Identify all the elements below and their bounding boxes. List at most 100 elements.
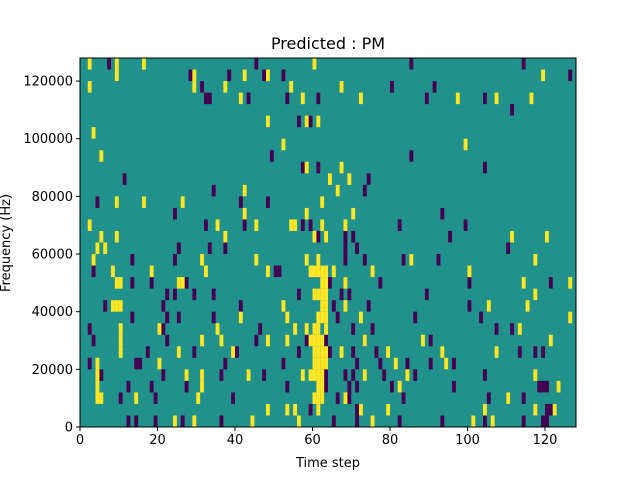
heatmap-cell-high <box>320 196 325 208</box>
heatmap-cell-high <box>521 277 526 289</box>
heatmap-cell-high <box>343 219 348 231</box>
heatmap-cell-high <box>118 277 123 289</box>
heatmap-cell-low <box>153 392 158 404</box>
heatmap-cell-high <box>293 219 298 231</box>
heatmap-cell-low <box>355 357 360 370</box>
heatmap-cell-high <box>293 403 298 416</box>
heatmap-cell-low <box>362 254 367 266</box>
heatmap-cell-high <box>316 403 321 416</box>
heatmap-cell-low <box>180 415 185 427</box>
heatmap-cell-low <box>173 254 177 266</box>
heatmap-cell-high <box>173 415 177 427</box>
heatmap-cell-high <box>157 357 162 370</box>
x-tick-label: 20 <box>149 433 166 448</box>
heatmap-cell-low <box>362 184 367 197</box>
heatmap-cell-low <box>347 392 352 404</box>
heatmap-cell-high <box>320 265 325 278</box>
heatmap-cell-low <box>235 346 239 358</box>
heatmap-cell-high <box>320 380 325 393</box>
heatmap-cell-high <box>95 242 100 255</box>
heatmap-cell-high <box>386 346 391 358</box>
heatmap-cell-high <box>114 230 119 243</box>
heatmap-cell-high <box>87 81 92 93</box>
heatmap-cell-low <box>568 69 573 82</box>
heatmap-cell-high <box>370 265 375 278</box>
heatmap-cell-low <box>324 369 329 381</box>
heatmap-cell-high <box>359 311 363 324</box>
heatmap-cell-high <box>494 92 499 105</box>
heatmap-cell-high <box>304 161 309 174</box>
heatmap-cell-high <box>114 58 119 70</box>
heatmap-cell-high <box>312 357 317 370</box>
heatmap-cell-high <box>266 115 270 128</box>
heatmap-cell-high <box>343 300 348 312</box>
heatmap-cell-low <box>483 161 487 174</box>
heatmap-cell-high <box>506 392 511 404</box>
heatmap-cell-high <box>328 173 332 185</box>
heatmap-cell-high <box>192 69 197 82</box>
heatmap-cell-high <box>114 69 119 82</box>
heatmap-cell-low <box>467 300 472 312</box>
heatmap-cell-low <box>324 334 329 347</box>
heatmap-cell-high <box>281 138 286 151</box>
heatmap-cell-high <box>316 115 321 128</box>
heatmap-cell-high <box>545 230 549 243</box>
heatmap-cell-high <box>386 403 391 416</box>
heatmap-cell-low <box>355 380 360 393</box>
heatmap-cell-low <box>545 415 549 427</box>
heatmap-cell-low <box>211 184 216 197</box>
heatmap-cell-high <box>289 219 294 231</box>
heatmap-cell-low <box>390 81 394 93</box>
heatmap-cell-high <box>304 115 309 128</box>
heatmap-cell-low <box>231 392 236 404</box>
heatmap-cell-high <box>95 380 100 393</box>
heatmap-cell-high <box>300 369 305 381</box>
heatmap-cell-low <box>355 403 360 416</box>
heatmap-cell-high <box>300 92 305 105</box>
heatmap-cell-low <box>308 219 313 231</box>
heatmap-cell-high <box>281 300 286 312</box>
heatmap-cell-high <box>111 265 115 278</box>
heatmap-cell-high <box>324 357 329 370</box>
heatmap-cell-high <box>463 138 468 151</box>
heatmap-cell-low <box>390 380 394 393</box>
heatmap-cell-low <box>126 415 131 427</box>
y-tick-label: 20000 <box>32 363 73 378</box>
heatmap-cell-low <box>440 415 445 427</box>
heatmap-cell-low <box>192 346 197 358</box>
heatmap-cell-high <box>134 392 139 404</box>
heatmap-cell-low <box>219 415 224 427</box>
heatmap-cell-low <box>548 403 553 416</box>
heatmap-cell-low <box>452 357 456 370</box>
y-axis-ticks: 0 20000 40000 60000 80000 100000 120000 <box>23 75 80 436</box>
heatmap-cell-high <box>157 323 162 335</box>
heatmap-cell-high <box>316 346 321 358</box>
heatmap-cell-high <box>118 323 123 335</box>
heatmap-cell-high <box>204 265 208 278</box>
heatmap-cell-low <box>521 58 526 70</box>
heatmap-cell-high <box>312 323 317 335</box>
heatmap-cell-low <box>409 58 414 70</box>
y-tick-label: 0 <box>65 421 73 436</box>
heatmap-cell-high <box>409 254 414 266</box>
heatmap-cell-high <box>370 415 375 427</box>
heatmap-cell-high <box>343 392 348 404</box>
heatmap-cell-high <box>324 311 329 324</box>
heatmap-cell-low <box>134 415 139 427</box>
heatmap-cell-low <box>440 207 445 220</box>
heatmap-cell-low <box>297 346 301 358</box>
heatmap-cell-low <box>343 242 348 255</box>
heatmap-cell-low <box>176 311 181 324</box>
heatmap-cell-high <box>471 415 476 427</box>
heatmap-cell-low <box>188 69 193 82</box>
heatmap-cell-low <box>521 392 526 404</box>
heatmap-cell-low <box>227 69 232 82</box>
heatmap-cell-high <box>335 184 340 197</box>
heatmap-cell-low <box>103 300 108 312</box>
heatmap-cell-low <box>165 311 170 324</box>
heatmap-cell-low <box>161 369 166 381</box>
heatmap-cell-high <box>320 392 325 404</box>
heatmap-cell-high <box>316 265 321 278</box>
heatmap-cell-high <box>316 323 321 335</box>
